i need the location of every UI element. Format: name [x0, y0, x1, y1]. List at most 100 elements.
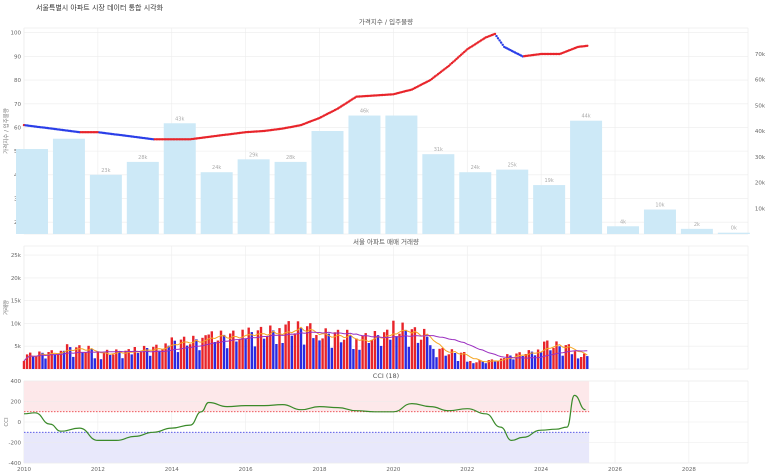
price-index-point: [493, 32, 497, 36]
volume-bar: [204, 335, 207, 369]
volume-bar: [269, 325, 272, 369]
volume-bar: [216, 340, 220, 369]
volume-bar: [155, 344, 158, 369]
volume-bar: [383, 332, 386, 369]
volume-bar: [438, 348, 441, 369]
volume-bar: [210, 331, 213, 369]
volume-bar: [327, 333, 330, 369]
volume-bar: [124, 350, 127, 369]
figure-title: 서울특별시 아파트 시장 데이터 통합 시각화: [36, 4, 164, 12]
panel-1-left-tick: 100: [11, 31, 22, 37]
volume-bar: [84, 352, 87, 369]
volume-bar: [539, 352, 543, 369]
volume-bar: [158, 350, 161, 369]
volume-bar: [336, 329, 340, 369]
volume-bar: [35, 356, 38, 369]
volume-bar: [170, 337, 173, 369]
volume-bar: [182, 336, 186, 369]
volume-bar: [201, 337, 204, 369]
volume-bar: [222, 334, 226, 369]
x-tick-label: 2020: [386, 467, 400, 473]
volume-bar: [102, 351, 106, 369]
supply-bar: [52, 138, 85, 234]
volume-bar: [53, 354, 56, 369]
volume-bar: [176, 352, 180, 369]
supply-bar-label: 43k: [175, 116, 184, 122]
volume-bar: [72, 356, 75, 369]
volume-bar: [339, 342, 343, 369]
supply-bar-label: 4k: [620, 219, 626, 225]
volume-bar: [370, 340, 373, 369]
volume-bar: [235, 341, 238, 369]
panel-1-left-tick: 70: [14, 102, 21, 108]
volume-bar: [164, 343, 167, 369]
x-tick-label: 2026: [608, 467, 622, 473]
volume-bar: [105, 349, 109, 369]
volume-bar: [530, 351, 534, 369]
volume-bar: [469, 361, 472, 369]
supply-bar: [237, 159, 270, 234]
panel-1-right-tick: 40k: [755, 129, 766, 135]
volume-bar: [29, 352, 32, 369]
volume-bar: [466, 361, 469, 369]
supply-bar: [533, 185, 566, 234]
volume-bar: [278, 328, 281, 369]
supply-bar-label: 28k: [138, 155, 147, 161]
volume-bar: [570, 354, 574, 369]
price-index-point: [495, 34, 498, 38]
panel-1-left-tick: 60: [14, 125, 21, 131]
volume-bar: [290, 335, 293, 369]
volume-bar: [87, 345, 90, 369]
volume-bar: [352, 349, 355, 369]
volume-bar: [281, 343, 284, 369]
supply-bar: [570, 120, 603, 234]
x-tick-label: 2012: [91, 467, 105, 473]
volume-bar: [444, 355, 447, 369]
volume-bar: [395, 336, 398, 369]
volume-bar: [416, 342, 420, 369]
volume-bar: [75, 347, 78, 369]
volume-bar: [312, 338, 315, 369]
volume-bar: [256, 330, 260, 369]
volume-bar: [78, 345, 81, 369]
volume-bar: [253, 346, 257, 369]
volume-bar: [44, 358, 47, 369]
volume-bar: [524, 354, 527, 369]
volume-bar: [145, 348, 149, 369]
panel-1-left-tick: 90: [14, 54, 21, 60]
volume-bar: [219, 330, 223, 369]
volume-bar: [361, 336, 364, 369]
volume-bar: [139, 352, 143, 369]
price-index-point: [456, 56, 460, 59]
volume-bar: [127, 349, 130, 369]
volume-bar: [262, 338, 266, 369]
volume-bar: [56, 353, 60, 369]
volume-bar: [302, 344, 306, 369]
supply-bar-label: 46k: [360, 109, 369, 115]
volume-bar: [207, 334, 210, 369]
volume-bar: [453, 353, 457, 369]
oversold-band: [24, 432, 590, 463]
volume-bar: [490, 359, 494, 369]
volume-bar: [549, 350, 552, 369]
volume-bar: [373, 331, 377, 369]
volume-bar: [232, 330, 235, 369]
supply-bar: [643, 209, 676, 234]
volume-bar: [407, 346, 410, 369]
volume-bar: [586, 356, 589, 369]
volume-bar: [580, 357, 583, 369]
panel-1-ylabel: 가격지수 / 입주물량: [2, 108, 10, 154]
supply-bar-label: 10k: [655, 203, 664, 209]
volume-bar: [376, 335, 380, 369]
supply-bar-label: 24k: [471, 165, 480, 171]
price-index-point: [452, 60, 455, 63]
volume-bar: [149, 355, 152, 369]
supply-bar-label: 29k: [249, 152, 258, 158]
supply-bar-label: 31k: [434, 147, 443, 153]
supply-bar: [311, 131, 344, 234]
volume-bar: [50, 350, 53, 369]
volume-bar: [564, 345, 567, 369]
supply-bar: [496, 169, 529, 234]
supply-bar: [89, 174, 122, 234]
